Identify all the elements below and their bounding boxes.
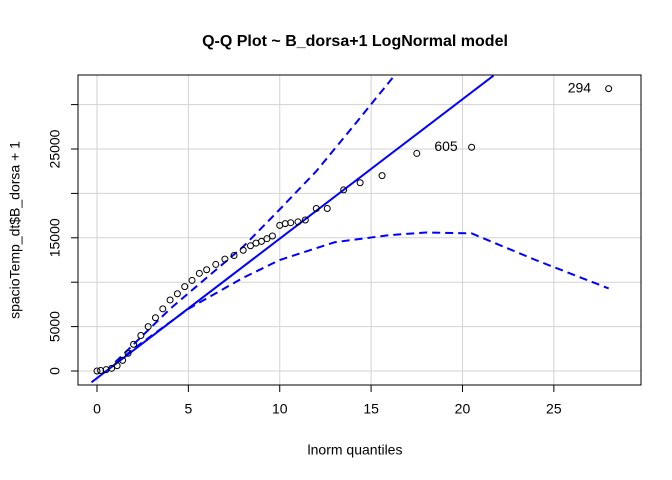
data-point	[166, 296, 174, 304]
data-point	[119, 356, 127, 364]
data-point	[144, 323, 152, 331]
data-point	[151, 314, 159, 322]
x-tick-label: 25	[546, 401, 562, 417]
data-point	[312, 204, 320, 212]
y-tick-label: 5000	[47, 311, 63, 342]
annotation: 605	[434, 138, 458, 154]
x-tick-label: 15	[363, 401, 379, 417]
data-point	[257, 237, 265, 245]
data-point	[212, 260, 220, 268]
data-point	[195, 269, 203, 277]
data-point	[263, 235, 271, 243]
data-point	[113, 362, 121, 370]
plot-area	[90, 75, 613, 384]
data-point	[356, 179, 364, 187]
y-tick-label: 0	[47, 367, 63, 375]
data-point	[468, 143, 476, 151]
data-point	[294, 218, 302, 226]
y-tick-label: 25000	[47, 129, 63, 168]
data-point	[173, 290, 181, 298]
chart-title: Q-Q Plot ~ B_dorsa+1 LogNormal model	[202, 33, 508, 50]
x-tick-label: 20	[455, 401, 471, 417]
data-point	[239, 246, 247, 254]
y-axis-label: spacioTemp_dt$B_dorsa + 1	[7, 141, 23, 319]
data-point	[93, 367, 101, 375]
data-point	[181, 283, 189, 291]
data-point	[378, 172, 386, 180]
x-tick-label: 0	[93, 401, 101, 417]
data-point	[203, 266, 211, 274]
envelope-line	[114, 231, 610, 365]
data-point	[413, 149, 421, 157]
data-point	[159, 305, 167, 313]
x-tick-label: 10	[272, 401, 288, 417]
data-point	[287, 219, 295, 227]
data-point	[340, 186, 348, 194]
plot-frame	[77, 74, 642, 386]
data-point	[268, 232, 276, 240]
y-tick-label: 15000	[47, 218, 63, 257]
data-point	[124, 349, 132, 357]
data-point	[188, 276, 196, 284]
data-point	[108, 364, 116, 372]
data-point	[130, 340, 138, 348]
annotation: 294	[568, 79, 592, 95]
envelope-line	[114, 75, 396, 363]
data-point	[301, 216, 309, 224]
x-tick-label: 5	[184, 401, 192, 417]
data-point	[605, 85, 613, 93]
data-point	[137, 331, 145, 339]
x-axis-label: lnorm quantiles	[308, 442, 403, 458]
data-point	[323, 204, 331, 212]
grid	[78, 75, 641, 385]
data-point	[221, 255, 229, 263]
data-point	[246, 242, 254, 250]
data-point	[230, 252, 238, 260]
